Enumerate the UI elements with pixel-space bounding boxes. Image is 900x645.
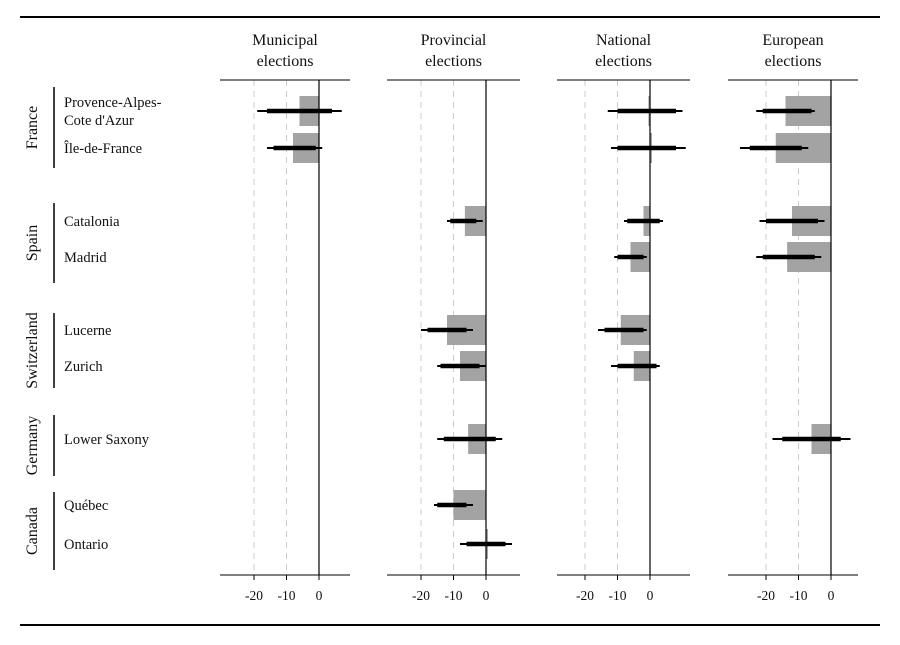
panel-title: elections bbox=[595, 53, 652, 70]
region-label: Madrid bbox=[64, 250, 107, 266]
panel-title: elections bbox=[765, 53, 822, 70]
region-label: Lower Saxony bbox=[64, 432, 150, 448]
region-label: Lucerne bbox=[64, 323, 112, 339]
x-tick-label: -10 bbox=[790, 588, 808, 603]
x-tick-label: 0 bbox=[483, 588, 490, 603]
x-tick-label: -20 bbox=[412, 588, 430, 603]
gridlines bbox=[253, 80, 799, 575]
labels: Municipal elections -20 -10 0 Provincial elect… bbox=[24, 32, 835, 603]
x-tick-label: 0 bbox=[828, 588, 835, 603]
table-rules bbox=[20, 16, 880, 626]
x-tick-label: -10 bbox=[278, 588, 296, 603]
panel-title: Provincial bbox=[421, 32, 487, 49]
confidence-intervals bbox=[257, 108, 851, 547]
x-tick-label: -20 bbox=[576, 588, 594, 603]
country-label: France bbox=[24, 106, 41, 150]
panel-title: elections bbox=[425, 53, 482, 70]
country-label: Switzerland bbox=[24, 312, 41, 388]
country-label: Spain bbox=[24, 225, 41, 261]
panel-title: European bbox=[762, 32, 823, 49]
region-label: Ontario bbox=[64, 537, 108, 553]
region-label: Catalonia bbox=[64, 214, 120, 230]
country-label: Canada bbox=[24, 507, 41, 555]
x-tick-label: -20 bbox=[757, 588, 775, 603]
region-label: Île-de-France bbox=[64, 140, 142, 157]
x-tick-label: 0 bbox=[647, 588, 654, 603]
region-label: Zurich bbox=[64, 359, 103, 375]
country-label: Germany bbox=[24, 416, 41, 476]
x-tick-label: -20 bbox=[245, 588, 263, 603]
x-tick-label: -10 bbox=[609, 588, 627, 603]
region-label: Provence-Alpes- bbox=[64, 95, 162, 111]
panel-title: National bbox=[596, 32, 652, 49]
x-tick-label: 0 bbox=[316, 588, 323, 603]
bars bbox=[293, 96, 831, 559]
panel-title: Municipal bbox=[252, 32, 318, 49]
panel-title: elections bbox=[257, 53, 314, 70]
x-tick-label: -10 bbox=[445, 588, 463, 603]
axes bbox=[220, 79, 858, 580]
region-label: Québec bbox=[64, 498, 108, 514]
region-label: Cote d'Azur bbox=[64, 113, 134, 129]
